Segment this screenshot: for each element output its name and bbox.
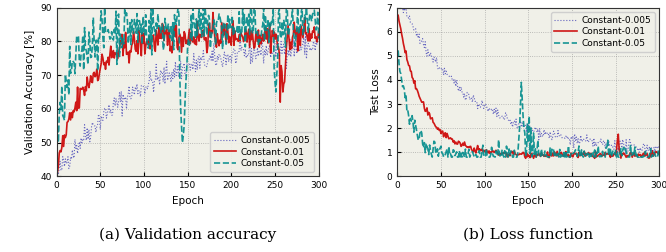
Constant-0.005 bbox=[53, 170, 61, 173]
Constant-0.05 bbox=[555, 155, 563, 159]
Constant-0.01 bbox=[394, 14, 402, 17]
Constant-0.005 bbox=[292, 46, 300, 49]
Constant-0.005 bbox=[554, 129, 562, 132]
Line: Constant-0.01: Constant-0.01 bbox=[398, 15, 659, 158]
X-axis label: Epoch: Epoch bbox=[512, 196, 544, 206]
Constant-0.005 bbox=[236, 29, 244, 33]
Constant-0.01 bbox=[632, 154, 640, 157]
Constant-0.05 bbox=[395, 62, 403, 65]
Constant-0.005 bbox=[655, 143, 663, 146]
Constant-0.01 bbox=[210, 25, 218, 28]
Constant-0.01 bbox=[615, 148, 623, 151]
Line: Constant-0.05: Constant-0.05 bbox=[398, 50, 659, 157]
Line: Constant-0.005: Constant-0.005 bbox=[398, 8, 659, 153]
Constant-0.005 bbox=[275, 57, 283, 60]
Constant-0.01 bbox=[521, 157, 529, 160]
Constant-0.05 bbox=[632, 155, 640, 159]
Constant-0.005 bbox=[621, 152, 629, 155]
Legend: Constant-0.005, Constant-0.01, Constant-0.05: Constant-0.005, Constant-0.01, Constant-… bbox=[210, 132, 314, 172]
Line: Constant-0.005: Constant-0.005 bbox=[57, 31, 318, 174]
Constant-0.005 bbox=[395, 6, 403, 9]
Constant-0.01 bbox=[209, 11, 217, 14]
Constant-0.01 bbox=[555, 152, 563, 155]
Constant-0.01 bbox=[655, 153, 663, 156]
Constant-0.05 bbox=[101, 6, 109, 9]
Constant-0.005 bbox=[549, 130, 557, 133]
Constant-0.05 bbox=[314, 37, 322, 40]
Line: Constant-0.05: Constant-0.05 bbox=[57, 8, 318, 143]
Constant-0.005 bbox=[394, 6, 402, 9]
Constant-0.05 bbox=[551, 155, 559, 159]
Constant-0.005 bbox=[632, 145, 640, 148]
Constant-0.01 bbox=[274, 46, 282, 49]
Constant-0.005 bbox=[209, 60, 217, 63]
Constant-0.05 bbox=[655, 153, 663, 156]
Constant-0.005 bbox=[55, 167, 63, 170]
Constant-0.01 bbox=[549, 154, 557, 158]
Constant-0.005 bbox=[614, 146, 622, 149]
Legend: Constant-0.005, Constant-0.01, Constant-0.05: Constant-0.005, Constant-0.01, Constant-… bbox=[551, 12, 655, 52]
Constant-0.05 bbox=[394, 49, 402, 52]
Line: Constant-0.01: Constant-0.01 bbox=[57, 13, 318, 172]
Constant-0.05 bbox=[428, 155, 436, 159]
Constant-0.05 bbox=[210, 18, 218, 21]
Constant-0.05 bbox=[210, 24, 218, 27]
Constant-0.005 bbox=[210, 42, 218, 45]
Constant-0.01 bbox=[208, 32, 216, 35]
Constant-0.01 bbox=[314, 30, 322, 33]
Constant-0.005 bbox=[214, 58, 222, 61]
X-axis label: Epoch: Epoch bbox=[172, 196, 204, 206]
Y-axis label: Test Loss: Test Loss bbox=[371, 69, 381, 115]
Constant-0.005 bbox=[314, 41, 322, 44]
Constant-0.05 bbox=[549, 149, 557, 152]
Constant-0.05 bbox=[275, 8, 283, 11]
Constant-0.05 bbox=[178, 141, 186, 144]
Constant-0.05 bbox=[292, 36, 300, 39]
Constant-0.01 bbox=[214, 39, 222, 42]
Constant-0.005 bbox=[549, 135, 557, 138]
Y-axis label: Validation Accuracy [%]: Validation Accuracy [%] bbox=[25, 30, 35, 154]
Constant-0.05 bbox=[53, 125, 61, 128]
Constant-0.05 bbox=[215, 12, 223, 15]
Constant-0.01 bbox=[291, 31, 299, 34]
Text: (b) Loss function: (b) Loss function bbox=[464, 228, 593, 242]
Constant-0.005 bbox=[55, 173, 63, 176]
Constant-0.05 bbox=[55, 141, 63, 144]
Constant-0.05 bbox=[615, 155, 623, 159]
Constant-0.01 bbox=[53, 171, 61, 174]
Text: (a) Validation accuracy: (a) Validation accuracy bbox=[99, 228, 276, 242]
Constant-0.01 bbox=[395, 20, 403, 23]
Constant-0.01 bbox=[55, 165, 63, 168]
Constant-0.01 bbox=[551, 150, 559, 153]
